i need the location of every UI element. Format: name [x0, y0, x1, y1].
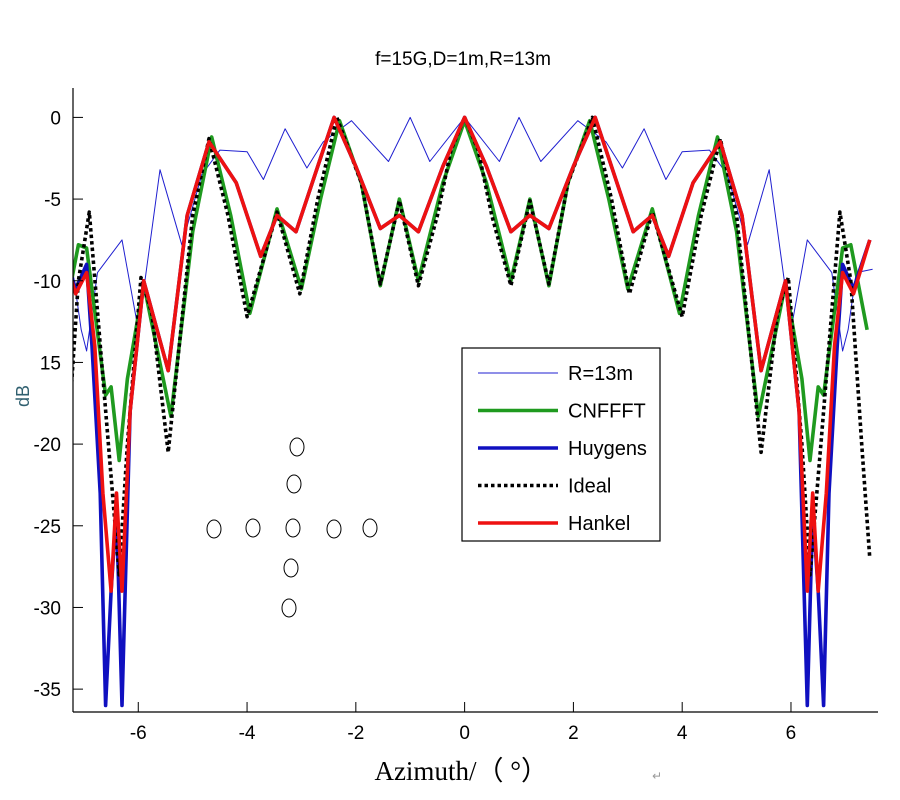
array-element-circle	[283, 558, 299, 578]
x-tick-label: 2	[568, 723, 579, 744]
x-tick-label: 4	[677, 723, 688, 744]
x-tick-label: -2	[347, 723, 364, 744]
x-tick-label: -4	[239, 723, 256, 744]
paragraph-mark: ↵	[652, 769, 662, 783]
array-element-circle	[362, 518, 378, 538]
y-tick-label: -20	[34, 435, 61, 456]
y-axis-label: dB	[13, 385, 33, 407]
x-tick-label: 6	[786, 723, 797, 744]
array-element-circle	[285, 518, 301, 538]
y-tick-label: 0	[50, 108, 61, 129]
x-axis-label: Azimuth/（ °）	[374, 756, 548, 786]
x-axis-label-group: Azimuth/（ °）	[374, 756, 548, 786]
y-tick-label: -25	[34, 517, 61, 538]
array-element-circle	[206, 519, 222, 539]
legend-label: CNFFFT	[568, 401, 646, 423]
series-line-hankel	[73, 115, 872, 593]
series-line-r-13m	[73, 116, 873, 352]
y-tick-label: -30	[34, 598, 61, 619]
legend-label: Hankel	[568, 513, 630, 535]
plot-area	[73, 115, 873, 708]
y-tick-label: -5	[44, 190, 61, 211]
y-tick-label: -35	[34, 680, 61, 701]
y-tick-label: -10	[34, 272, 61, 293]
legend-label: Huygens	[568, 438, 647, 460]
array-element-circle	[326, 519, 342, 539]
array-element-circle	[289, 437, 305, 457]
legend-label: R=13m	[568, 363, 633, 385]
legend: R=13m CNFFFT Huygens Ideal Hankel	[461, 347, 661, 542]
x-tick-label: -6	[130, 723, 147, 744]
array-element-circle	[281, 598, 297, 618]
array-element-circle	[245, 518, 261, 538]
y-tick-label: 15	[40, 353, 61, 374]
array-element-diagram	[206, 437, 378, 618]
array-element-circle	[286, 474, 302, 494]
legend-label: Ideal	[568, 476, 611, 498]
legend-box	[461, 347, 661, 542]
x-tick-label: 0	[459, 723, 470, 744]
chart-title: f=15G,D=1m,R=13m	[375, 49, 551, 70]
